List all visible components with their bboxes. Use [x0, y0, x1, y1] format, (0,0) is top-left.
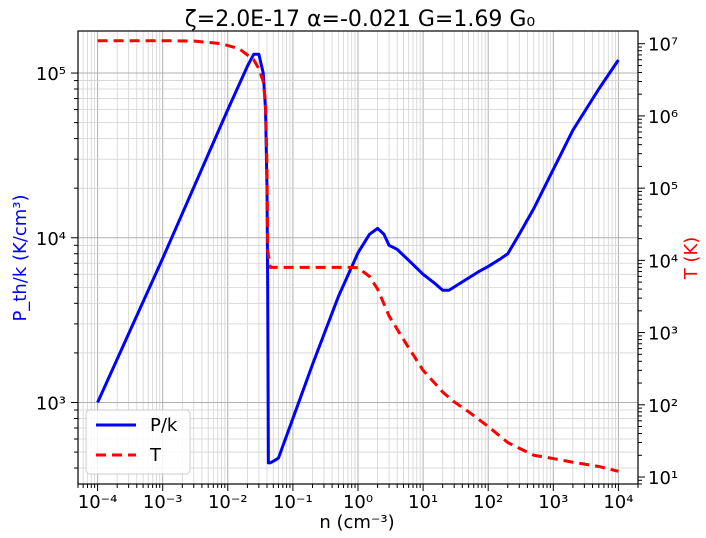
x-tick-label: 10⁻²	[208, 492, 248, 513]
x-tick-label: 10⁻⁴	[78, 492, 118, 513]
x-tick-label: 10⁰	[343, 492, 373, 513]
chart-title: ζ=2.0E-17 α=-0.021 G=1.69 G₀	[185, 7, 536, 32]
y-right-tick-label: 10⁷	[648, 35, 678, 56]
x-tick-label: 10⁻¹	[273, 492, 313, 513]
y-right-tick-label: 10²	[648, 396, 678, 417]
x-tick-label: 10²	[473, 492, 503, 513]
grid	[77, 31, 639, 484]
y-right-tick-label: 10³	[648, 324, 678, 345]
y-right-tick-label: 10⁵	[648, 179, 678, 200]
x-axis-label: n (cm⁻³)	[319, 512, 394, 533]
x-tick-label: 10³	[538, 492, 568, 513]
y-right-tick-label: 10⁴	[648, 251, 678, 272]
y-left-tick-label: 10⁵	[36, 64, 66, 85]
series-t-line	[97, 39, 619, 473]
x-tick-label: 10⁻³	[143, 492, 183, 513]
series-pk-line	[96, 52, 620, 465]
y-left-tick-label: 10⁴	[36, 229, 66, 250]
legend-t-label: T	[149, 445, 162, 466]
y-right-axis-label: T (K)	[681, 237, 702, 281]
y-left-axis-label: P_th/k (K/cm³)	[10, 194, 31, 321]
x-tick-label: 10⁴	[603, 492, 633, 513]
series-layer	[96, 39, 620, 473]
y-left-tick-label: 10³	[36, 393, 66, 414]
legend-pk-label: P/k	[150, 415, 178, 436]
x-tick-label: 10¹	[408, 492, 438, 513]
legend: P/k T	[85, 409, 191, 475]
ticks: 10⁻⁴ 10⁻³ 10⁻² 10⁻¹ 10⁰ 10¹ 10² 10³ 10⁴ 10³ 10⁴ 10⁵…	[36, 35, 678, 513]
y-right-tick-label: 10⁶	[648, 107, 678, 128]
y-right-tick-label: 10¹	[648, 468, 678, 489]
